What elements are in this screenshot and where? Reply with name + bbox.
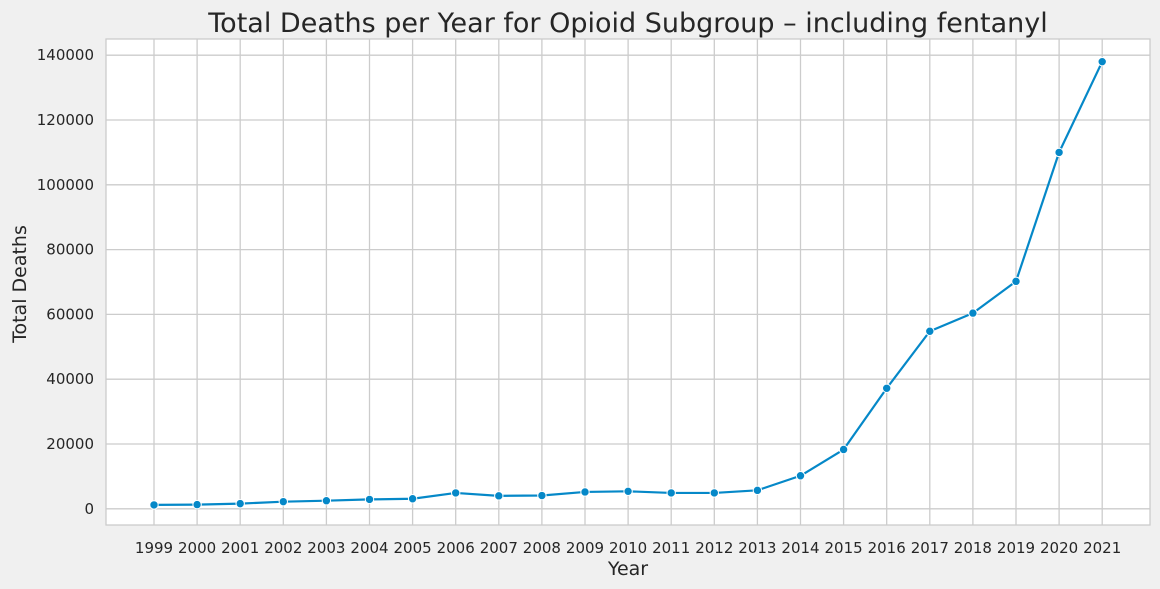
x-tick-label: 2000 <box>178 539 216 557</box>
x-tick-label: 2007 <box>480 539 518 557</box>
y-tick-label: 80000 <box>46 241 94 259</box>
data-point <box>278 496 288 507</box>
data-point <box>1097 56 1107 67</box>
x-tick-label: 2001 <box>221 539 259 557</box>
data-point <box>968 308 978 318</box>
data-point <box>537 490 547 501</box>
data-point <box>925 326 935 336</box>
y-axis-label: Total Deaths <box>9 225 31 344</box>
x-tick-label: 1999 <box>135 539 173 557</box>
data-point <box>149 500 159 510</box>
y-tick-label: 60000 <box>46 305 94 323</box>
data-point <box>1011 276 1021 287</box>
data-point <box>580 487 590 497</box>
data-point <box>192 499 202 510</box>
x-tick-label: 2005 <box>394 539 432 557</box>
data-point <box>752 485 763 496</box>
data-point <box>838 444 849 455</box>
x-tick-label: 2011 <box>652 539 690 557</box>
data-point <box>235 498 245 509</box>
x-tick-label: 2003 <box>307 539 345 557</box>
x-tick-label: 2008 <box>523 539 561 557</box>
x-tick-label: 2016 <box>868 539 906 557</box>
x-tick-label: 2014 <box>781 539 819 557</box>
data-point <box>321 496 332 506</box>
y-tick-label: 140000 <box>37 46 94 64</box>
grid <box>106 39 1150 525</box>
x-tick-label: 2020 <box>1040 539 1078 557</box>
y-tick-label: 40000 <box>46 370 94 388</box>
y-axis-ticks: 0 20000 40000 60000 80000 100000 120000 140000 <box>37 46 94 518</box>
chart-title: Total Deaths per Year for Opioid Subgrou… <box>207 8 1047 39</box>
data-point <box>364 494 375 505</box>
data-point <box>494 491 504 501</box>
x-axis-label: Year <box>607 558 648 580</box>
series-layer <box>149 56 1107 510</box>
x-tick-label: 2018 <box>954 539 992 557</box>
data-point <box>709 488 719 498</box>
y-tick-label: 20000 <box>46 435 94 453</box>
x-tick-label: 2015 <box>825 539 863 557</box>
x-tick-label: 2002 <box>264 539 302 557</box>
y-tick-label: 100000 <box>37 176 94 194</box>
y-tick-label: 120000 <box>37 111 94 129</box>
x-tick-label: 2013 <box>738 539 776 557</box>
x-tick-label: 2021 <box>1083 539 1121 557</box>
data-point <box>1054 147 1064 158</box>
data-point <box>795 471 806 481</box>
x-tick-label: 2009 <box>566 539 604 557</box>
data-point <box>882 383 892 393</box>
data-point <box>451 488 461 498</box>
x-tick-label: 2010 <box>609 539 647 557</box>
x-tick-label: 2019 <box>997 539 1035 557</box>
data-point <box>623 486 633 497</box>
x-tick-label: 2004 <box>350 539 388 557</box>
x-tick-label: 2017 <box>911 539 949 557</box>
x-tick-label: 2012 <box>695 539 733 557</box>
data-point <box>407 494 418 504</box>
x-axis-ticks: 1999 2000 2001 2002 2003 2004 2005 2006 2007 2008… <box>135 539 1121 557</box>
x-tick-label: 2006 <box>437 539 475 557</box>
y-tick-label: 0 <box>84 500 94 518</box>
data-point <box>666 488 676 498</box>
